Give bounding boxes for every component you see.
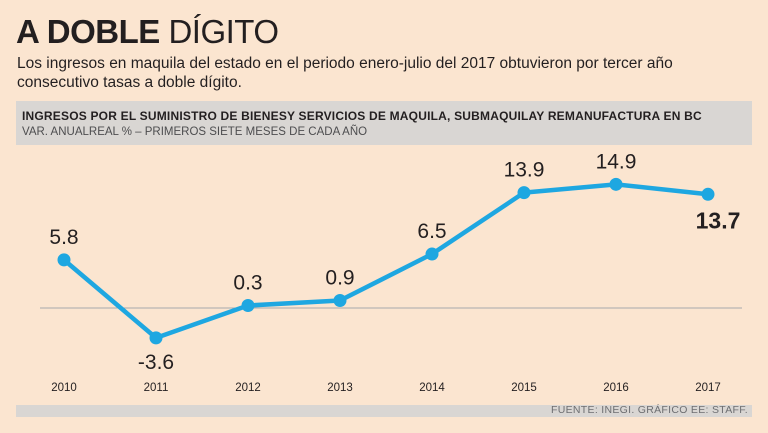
data-point-2014	[425, 247, 439, 261]
data-label-2012: 0.3	[233, 272, 262, 295]
data-point-2012	[241, 299, 255, 313]
data-point-2013	[333, 294, 347, 308]
x-tick-label-2013: 2013	[327, 382, 353, 394]
title-bold: A DOBLE	[16, 13, 160, 50]
data-point-2016	[609, 177, 623, 191]
x-tick-label-2016: 2016	[603, 382, 629, 394]
data-point-2010	[57, 253, 71, 267]
page-title: A DOBLE DÍGITO	[16, 12, 279, 52]
x-tick-label-2017: 2017	[695, 382, 721, 394]
title-light: DÍGITO	[168, 13, 279, 50]
data-label-2016: 14.9	[596, 150, 637, 173]
data-label-2013: 0.9	[325, 267, 354, 290]
data-point-2017	[701, 187, 715, 201]
data-point-2011	[149, 331, 163, 345]
source-credit: FUENTE: INEGI. GRÁFICO EE: STAFF.	[551, 404, 748, 416]
chart-banner: INGRESOS POR EL SUMINISTRO DE BIENESY SE…	[16, 101, 752, 145]
x-tick-label-2010: 2010	[51, 382, 77, 394]
data-label-2011: -3.6	[138, 351, 174, 374]
page-subtitle: Los ingresos en maquila del estado en el…	[17, 55, 673, 91]
x-tick-label-2012: 2012	[235, 382, 261, 394]
data-label-2014: 6.5	[417, 220, 446, 243]
footer-bar: FUENTE: INEGI. GRÁFICO EE: STAFF.	[16, 404, 752, 417]
chart-title: INGRESOS POR EL SUMINISTRO DE BIENESY SE…	[22, 109, 702, 123]
x-tick-label-2011: 2011	[144, 382, 169, 394]
x-tick-label-2015: 2015	[511, 382, 537, 394]
series-line	[61, 182, 711, 341]
data-label-2017: 13.7	[696, 207, 741, 233]
x-tick-label-2014: 2014	[419, 382, 445, 394]
data-label-2010: 5.8	[49, 226, 78, 249]
chart-subtitle: VAR. ANUALREAL % – PRIMEROS SIETE MESES …	[22, 126, 368, 138]
data-point-2015	[517, 186, 531, 200]
data-label-2015: 13.9	[504, 159, 545, 182]
